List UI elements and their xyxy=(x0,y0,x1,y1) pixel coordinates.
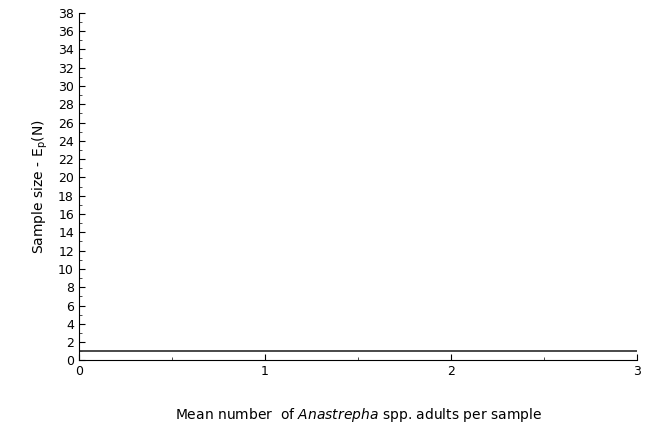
Y-axis label: Sample size - $\mathregular{E_p(N)}$: Sample size - $\mathregular{E_p(N)}$ xyxy=(30,119,50,254)
Text: Mean number  of $\it{Anastrepha}$ spp. adults per sample: Mean number of $\it{Anastrepha}$ spp. ad… xyxy=(175,406,541,424)
